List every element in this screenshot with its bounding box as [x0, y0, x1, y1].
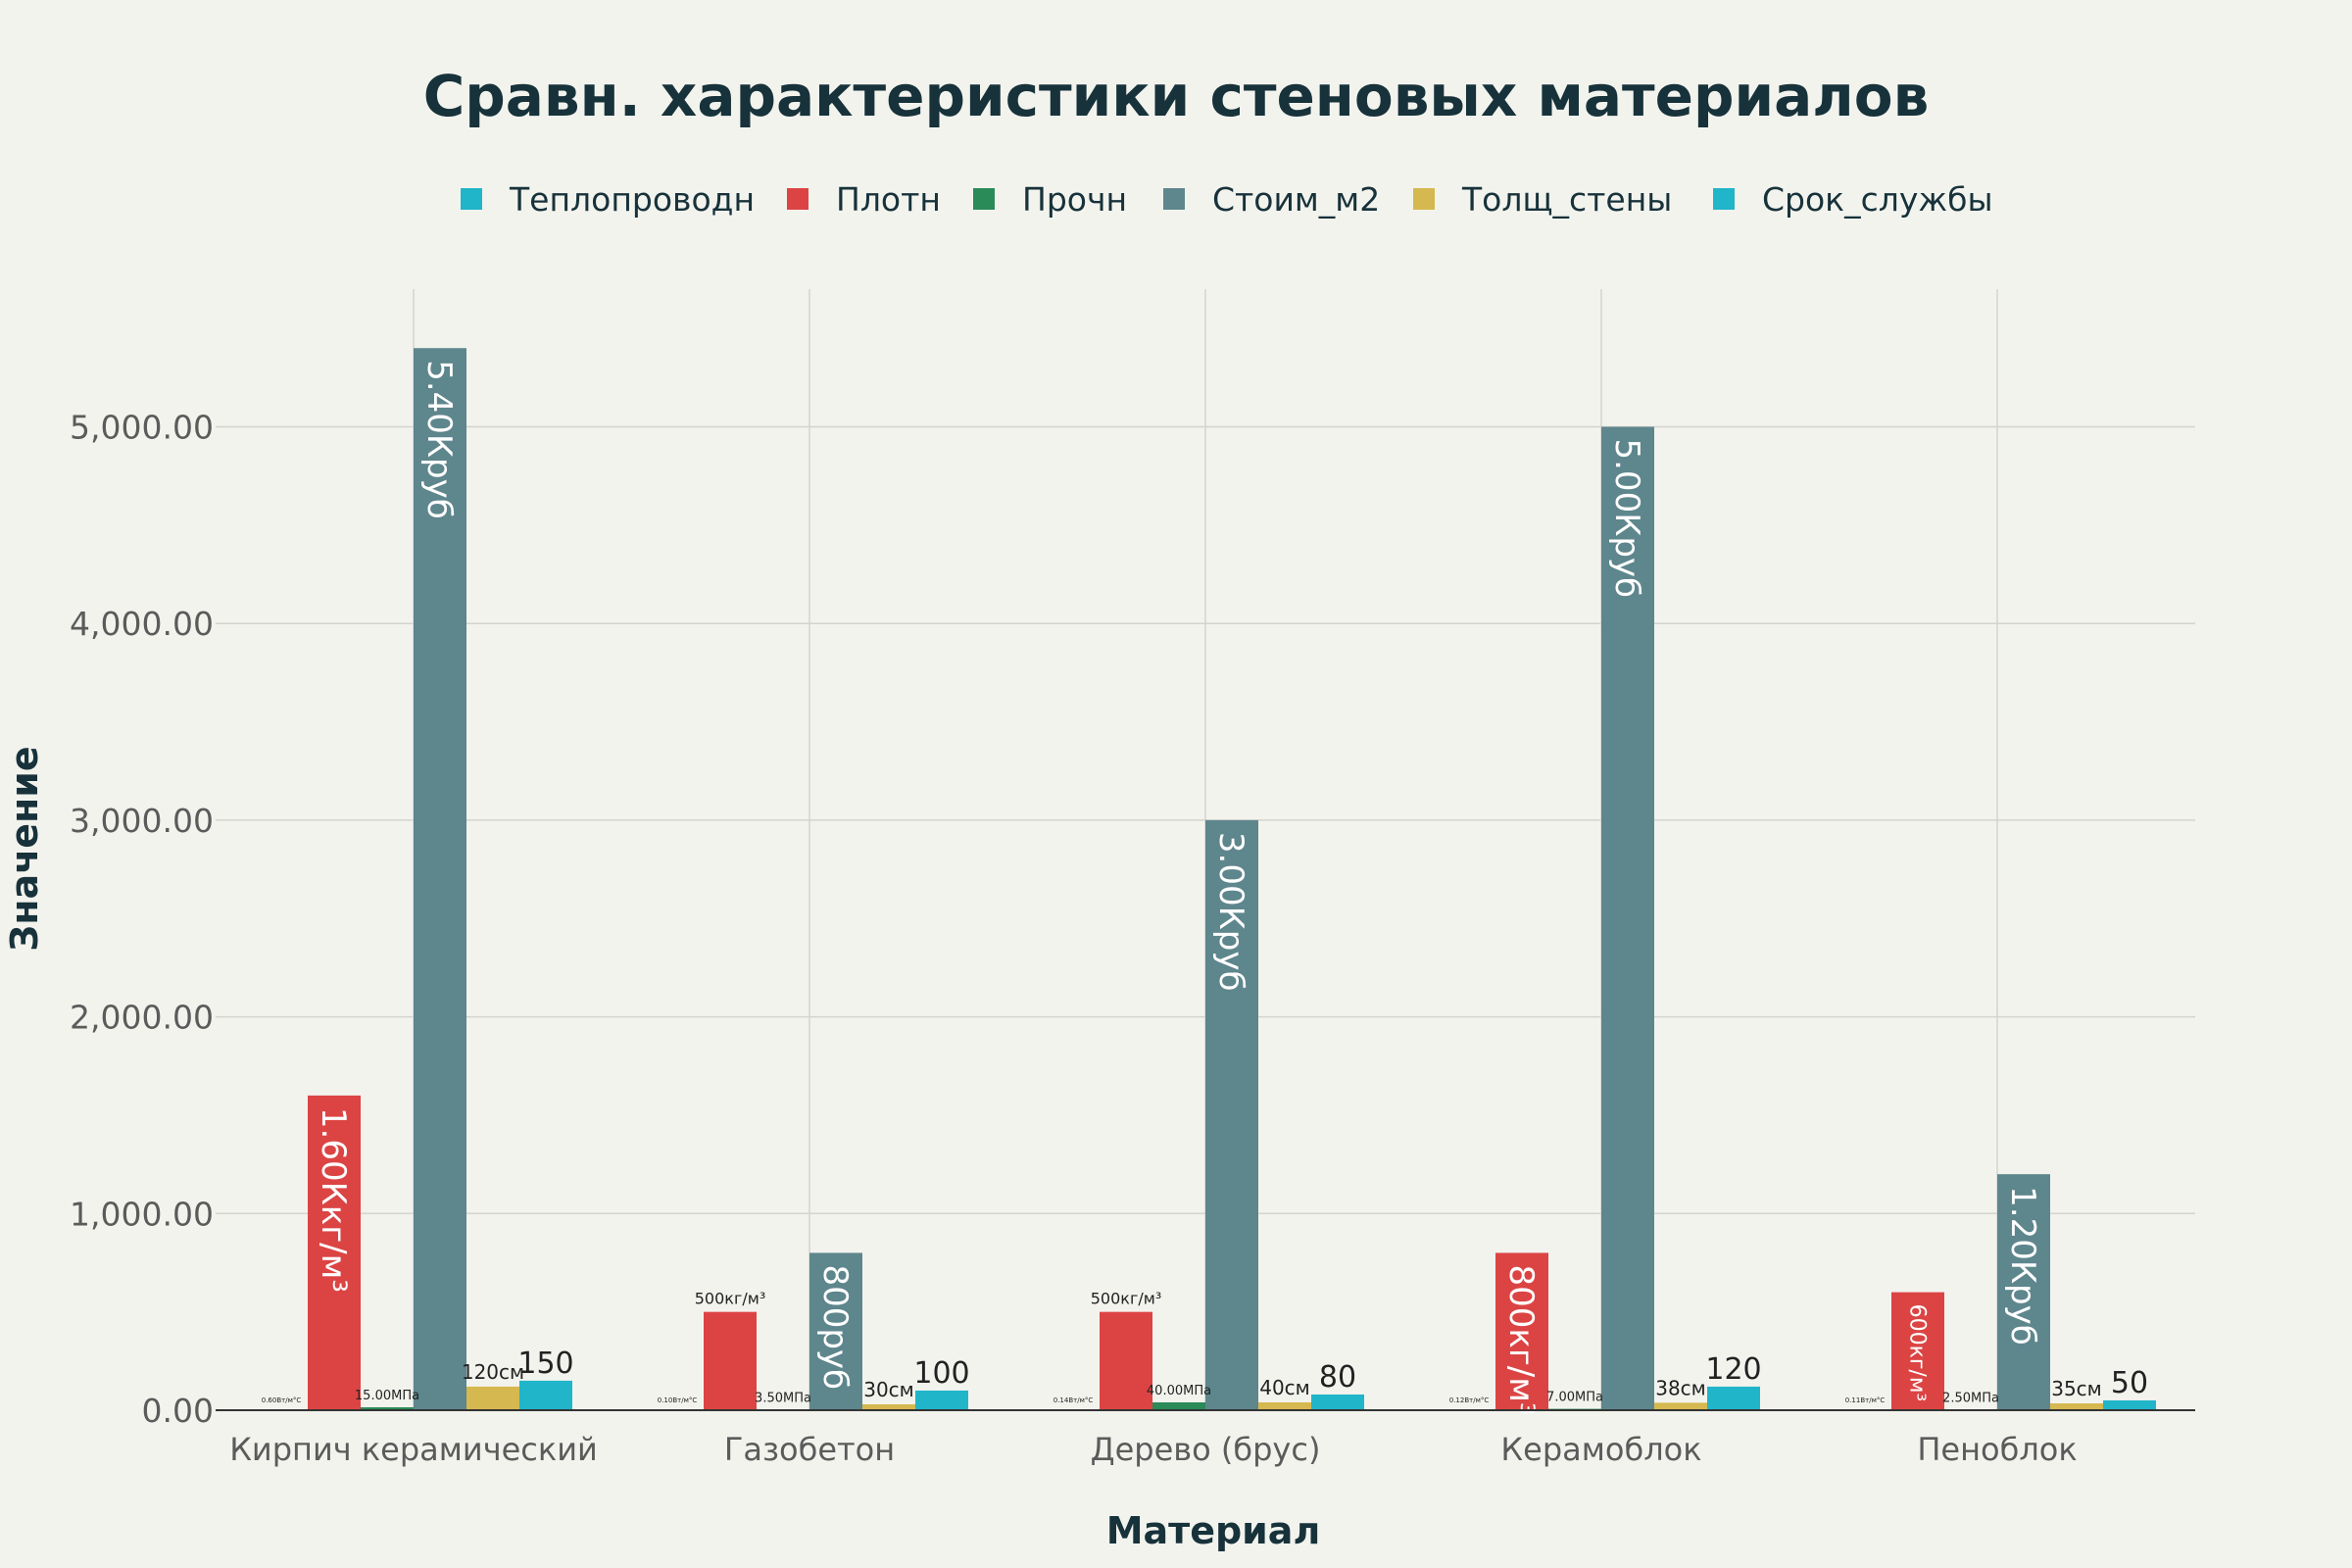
bar — [1258, 1401, 1311, 1410]
legend-label: Прочн — [1022, 180, 1127, 219]
bar-value-label: 1.60Ккг/м³ — [314, 1107, 353, 1293]
x-tick-label: Газобетон — [724, 1431, 895, 1468]
bar-value-label: 800руб — [815, 1264, 855, 1390]
bars — [255, 348, 2156, 1411]
bar-value-label: 500кг/м³ — [1091, 1290, 1161, 1308]
bar-value-label: 120см — [462, 1360, 524, 1384]
x-tick-label: Дерево (брус) — [1091, 1431, 1321, 1468]
bar-value-label: 1.20Круб — [2003, 1186, 2042, 1346]
bar-value-label: 500кг/м³ — [695, 1290, 765, 1308]
y-tick-label: 4,000.00 — [70, 605, 214, 643]
legend-label: Стоим_м2 — [1212, 180, 1380, 219]
bar — [2103, 1399, 2156, 1410]
bar-value-label: 35см — [2051, 1377, 2102, 1400]
y-tick-label: 0.00 — [142, 1392, 214, 1430]
x-tick-label: Керамоблок — [1500, 1431, 1701, 1468]
bar — [308, 1095, 361, 1410]
bar-value-label: 0.60Вт/м°С — [262, 1396, 302, 1404]
bar — [704, 1311, 757, 1410]
bar — [915, 1390, 968, 1410]
bar-value-label: 800кг/м³ — [1501, 1264, 1541, 1415]
y-tick-label: 1,000.00 — [70, 1195, 214, 1233]
x-tick-label: Пеноблок — [1917, 1431, 2077, 1468]
bar — [466, 1386, 519, 1410]
bar-value-label: 40.00МПа — [1147, 1384, 1211, 1398]
bar-value-label: 80 — [1319, 1360, 1356, 1395]
legend-label: Срок_службы — [1762, 180, 1993, 219]
bar-labels: 0.60Вт/м°С 1.60Ккг/м³ 15.00МПа 5.40Круб 120с… — [262, 360, 2148, 1415]
legend-swatch — [461, 188, 482, 210]
bar-value-label: 3.50МПа — [755, 1391, 811, 1405]
y-axis-title: Значение — [3, 746, 46, 951]
bar-value-label: 50 — [2111, 1366, 2148, 1400]
bar — [1654, 1402, 1707, 1410]
bar — [1205, 819, 1258, 1410]
legend-label: Толщ_стены — [1461, 180, 1672, 219]
x-axis-title: Материал — [1106, 1509, 1321, 1552]
legend-swatch — [1413, 188, 1435, 210]
bar — [361, 1406, 414, 1410]
bar — [1891, 1292, 1944, 1410]
bar — [1601, 426, 1654, 1411]
legend-label: Плотн — [836, 180, 941, 219]
bar-value-label: 40см — [1259, 1376, 1310, 1399]
bar-value-label: 100 — [913, 1356, 969, 1391]
bar — [1495, 1252, 1548, 1410]
bar — [414, 348, 466, 1410]
bar-value-label: 150 — [517, 1347, 573, 1381]
x-axis-ticks: Кирпич керамический Газобетон Дерево (брус… — [229, 1431, 2077, 1468]
bar-value-label: 30см — [863, 1378, 914, 1401]
bar-value-label: 120 — [1705, 1352, 1761, 1387]
y-tick-label: 2,000.00 — [70, 999, 214, 1037]
bar — [809, 1252, 862, 1410]
bar — [1311, 1394, 1364, 1410]
y-tick-label: 5,000.00 — [70, 408, 214, 446]
bar — [862, 1403, 915, 1410]
bar-value-label: 600кг/м³ — [1904, 1304, 1929, 1402]
bar — [1152, 1401, 1205, 1410]
bar-value-label: 0.10Вт/м°С — [658, 1396, 698, 1404]
bar-value-label: 0.14Вт/м°С — [1054, 1396, 1094, 1404]
bar-value-label: 5.40Круб — [419, 360, 459, 519]
legend-swatch — [973, 188, 995, 210]
legend-swatch — [787, 188, 808, 210]
legend-label: Теплопроводн — [509, 180, 755, 219]
legend: Теплопроводн Плотн Прочн Стоим_м2 Толщ_стены… — [461, 180, 1993, 219]
bar-value-label: 5.00Круб — [1607, 438, 1646, 598]
bar — [1100, 1311, 1152, 1410]
bar-value-label: 38см — [1655, 1376, 1706, 1399]
chart-title: Сравн. характеристики стеновых материало… — [423, 63, 1930, 129]
bar-value-label: 2.50МПа — [1942, 1391, 1999, 1405]
legend-swatch — [1163, 188, 1185, 210]
x-tick-label: Кирпич керамический — [229, 1431, 598, 1468]
bar-value-label: 0.12Вт/м°С — [1449, 1396, 1490, 1404]
legend-swatch — [1713, 188, 1735, 210]
bar — [1997, 1174, 2050, 1410]
bar — [519, 1380, 572, 1410]
y-tick-label: 3,000.00 — [70, 802, 214, 840]
bar-value-label: 15.00МПа — [355, 1389, 419, 1403]
y-axis-ticks: 0.00 1,000.00 2,000.00 3,000.00 4,000.00 5,00… — [70, 408, 214, 1430]
bar-value-label: 3.00Круб — [1211, 832, 1250, 992]
bar-value-label: 7.00МПа — [1546, 1391, 1603, 1405]
bar — [1707, 1386, 1760, 1410]
bar — [2050, 1402, 2103, 1410]
bar-value-label: 0.11Вт/м°С — [1845, 1396, 1886, 1404]
